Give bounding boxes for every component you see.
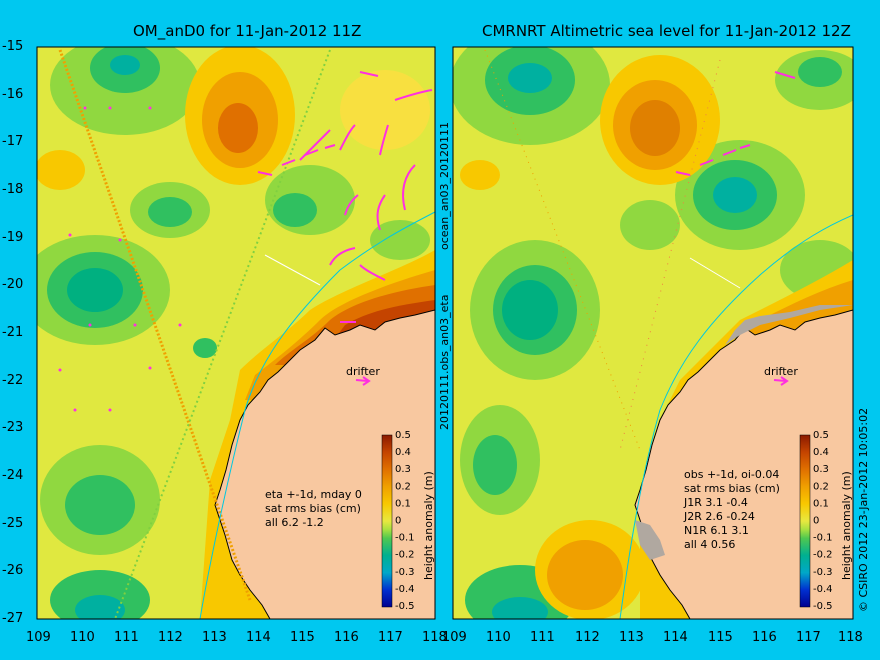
x-tick: 115 (708, 630, 733, 645)
colorbar-tick-label: 0.5 (813, 430, 829, 441)
colorbar-tick-label: -0.2 (813, 550, 833, 561)
y-tick: -18 (2, 182, 24, 197)
left-stats-line-3: all 6.2 -1.2 (265, 516, 324, 529)
ocean-file-label: ocean_an03_20120111 (438, 122, 451, 250)
left-negative-anomalies (37, 47, 430, 619)
colorbar-tick-label: -0.1 (813, 533, 833, 544)
right-stats-line-6: all 4 0.56 (684, 538, 735, 551)
right-colorbar (799, 434, 811, 608)
y-tick: -26 (2, 563, 24, 578)
colorbar-tick-label: -0.4 (395, 584, 415, 595)
y-tick: -27 (2, 611, 24, 626)
colorbar-tick-label: 0.2 (395, 481, 411, 492)
right-colorbar-label: height anomaly (m) (840, 471, 853, 580)
x-tick: 112 (158, 630, 183, 645)
x-tick: 118 (838, 630, 863, 645)
colorbar-tick-label: 0.5 (395, 430, 411, 441)
right-coastal-shelf (725, 305, 853, 345)
left-drifter-points (58, 106, 182, 412)
copyright-label: © CSIRO 2012 23-Jan-2012 10:05:02 (857, 407, 870, 612)
x-tick: 114 (246, 630, 271, 645)
y-tick: -24 (2, 468, 24, 483)
y-tick: -23 (2, 420, 24, 435)
left-map[interactable]: eta +-1d, mday 0 sat rms bias (cm) all 6… (20, 35, 435, 630)
x-tick: 110 (486, 630, 511, 645)
x-tick: 115 (290, 630, 315, 645)
x-tick: 109 (442, 630, 467, 645)
x-tick: 117 (378, 630, 403, 645)
colorbar-tick-label: -0.3 (813, 567, 833, 578)
y-tick: -22 (2, 373, 24, 388)
right-shark-bay-shelf (635, 520, 665, 560)
colorbar-tick-label: 0.2 (813, 481, 829, 492)
right-stats-line-1: obs +-1d, oi-0.04 (684, 468, 779, 481)
right-stats-line-2: sat rms bias (cm) (684, 482, 780, 495)
y-tick: -16 (2, 87, 24, 102)
right-negative-anomalies (453, 47, 853, 619)
right-drifter-tracks (675, 71, 796, 176)
x-tick: 110 (70, 630, 95, 645)
colorbar-tick-label: 0.1 (395, 498, 411, 509)
right-stats-line-4: J2R 2.6 -0.24 (683, 510, 755, 523)
colorbar-tick-label: 0.4 (395, 447, 411, 458)
right-drifter-legend-arrow (773, 376, 789, 386)
left-map-frame (36, 46, 436, 620)
y-tick: -19 (2, 230, 24, 245)
obs-file-label: 20120111.obs_an03_eta (438, 294, 451, 430)
left-drifter-label: drifter (346, 365, 380, 378)
colorbar-tick-label: -0.5 (395, 601, 415, 612)
colorbar-tick-label: 0.4 (813, 447, 829, 458)
left-satellite-tracks (58, 49, 435, 619)
left-drifter-tracks (257, 71, 433, 323)
right-australia-coast (634, 309, 853, 619)
colorbar-tick-label: 0.3 (813, 464, 829, 475)
right-satellite-tracks (484, 49, 853, 619)
x-tick: 116 (752, 630, 777, 645)
x-tick: 111 (114, 630, 139, 645)
colorbar-tick-label: 0 (813, 516, 819, 527)
right-map-frame (452, 46, 854, 620)
colorbar-tick-label: -0.1 (395, 533, 415, 544)
right-colorbar-ticks: 0.5 0.4 0.3 0.2 0.1 0 -0.1 -0.2 -0.3 -0.4 -0.5 (813, 430, 833, 612)
colorbar-tick-label: 0.3 (395, 464, 411, 475)
left-stats-line-1: eta +-1d, mday 0 (265, 488, 362, 501)
y-tick: -15 (2, 39, 24, 54)
x-tick: 113 (619, 630, 644, 645)
colorbar-tick-label: -0.4 (813, 584, 833, 595)
colorbar-tick-label: 0 (395, 516, 401, 527)
left-colorbar-ticks: 0.5 0.4 0.3 0.2 0.1 0 -0.1 -0.2 -0.3 -0.4 -0.5 (395, 430, 415, 612)
colorbar-tick-label: -0.3 (395, 567, 415, 578)
y-tick: -20 (2, 277, 24, 292)
right-stats-line-5: N1R 6.1 3.1 (684, 524, 749, 537)
x-tick: 114 (663, 630, 688, 645)
right-stats-line-3: J1R 3.1 -0.4 (683, 496, 748, 509)
right-map[interactable]: obs +-1d, oi-0.04 sat rms bias (cm) J1R … (450, 25, 865, 635)
x-tick: 116 (334, 630, 359, 645)
y-tick: -17 (2, 134, 24, 149)
y-tick: -21 (2, 325, 24, 340)
left-colorbar-label: height anomaly (m) (422, 471, 435, 580)
right-map-title: CMRNRT Altimetric sea level for 11-Jan-2… (482, 22, 851, 40)
left-colorbar (381, 434, 393, 608)
x-tick: 118 (422, 630, 447, 645)
x-tick: 111 (530, 630, 555, 645)
x-tick: 112 (575, 630, 600, 645)
colorbar-tick-label: -0.5 (813, 601, 833, 612)
colorbar-tick-label: -0.2 (395, 550, 415, 561)
left-stats-line-2: sat rms bias (cm) (265, 502, 361, 515)
left-map-title: OM_anD0 for 11-Jan-2012 11Z (133, 22, 362, 40)
colorbar-tick-label: 0.1 (813, 498, 829, 509)
y-tick: -25 (2, 516, 24, 531)
x-tick: 109 (26, 630, 51, 645)
x-tick: 113 (202, 630, 227, 645)
x-tick: 117 (796, 630, 821, 645)
right-drifter-label: drifter (764, 365, 798, 378)
left-drifter-legend-arrow (355, 376, 371, 386)
